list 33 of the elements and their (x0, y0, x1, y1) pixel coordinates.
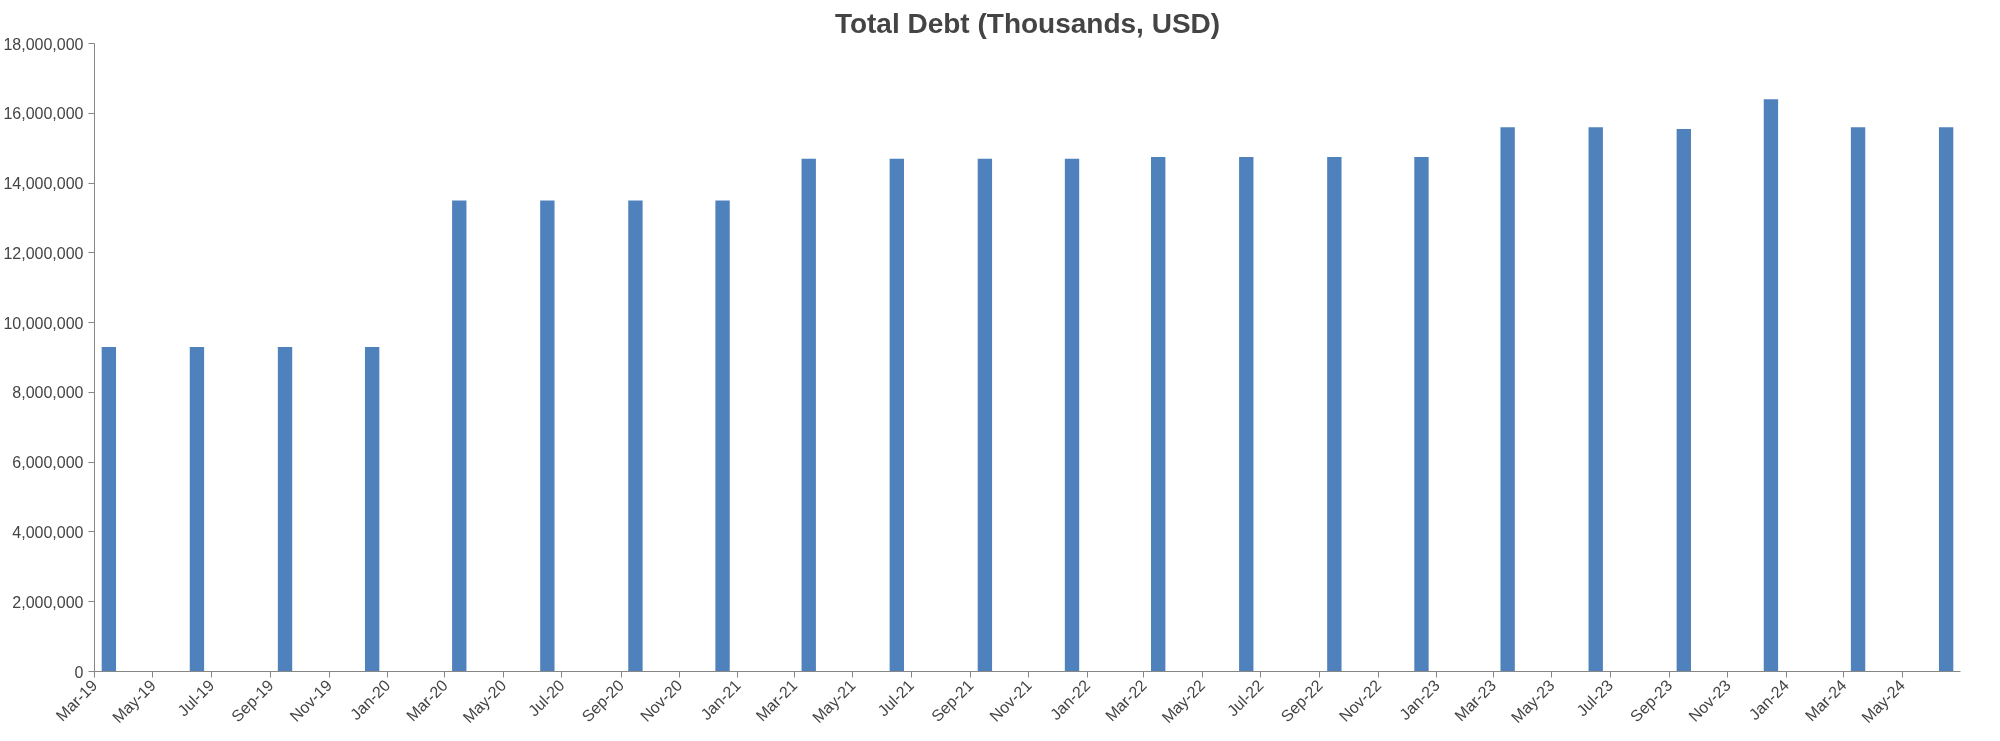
y-tick-label: 6,000,000 (12, 454, 84, 472)
bar (189, 347, 205, 672)
bar (1414, 156, 1429, 672)
bar (1938, 127, 1954, 672)
y-tick-label: 12,000,000 (3, 244, 84, 262)
bar (715, 200, 730, 672)
bar (1763, 99, 1779, 672)
bar (1327, 156, 1342, 672)
y-tick-label: 10,000,000 (3, 314, 84, 332)
bar (801, 158, 816, 672)
bar (1676, 128, 1691, 672)
bar (628, 200, 643, 672)
bar (277, 347, 293, 672)
chart-title: Total Debt (Thousands, USD) (834, 7, 1221, 39)
bar (1151, 156, 1166, 672)
bar (1850, 127, 1866, 672)
bar (1239, 156, 1254, 672)
y-tick-label: 4,000,000 (12, 523, 84, 541)
bar (1588, 127, 1603, 672)
bar (101, 347, 117, 672)
bar (1500, 127, 1515, 672)
y-tick-label: 16,000,000 (3, 105, 84, 123)
bar (1064, 158, 1080, 672)
y-tick-label: 18,000,000 (3, 35, 84, 53)
y-tick-label: 0 (74, 663, 84, 681)
bar (977, 158, 993, 672)
y-tick-label: 8,000,000 (12, 384, 84, 402)
bar (452, 200, 467, 672)
bar (889, 158, 904, 672)
y-tick-label: 14,000,000 (3, 175, 84, 193)
bar (364, 347, 380, 672)
y-tick-label: 2,000,000 (12, 593, 84, 611)
bar (540, 200, 555, 672)
